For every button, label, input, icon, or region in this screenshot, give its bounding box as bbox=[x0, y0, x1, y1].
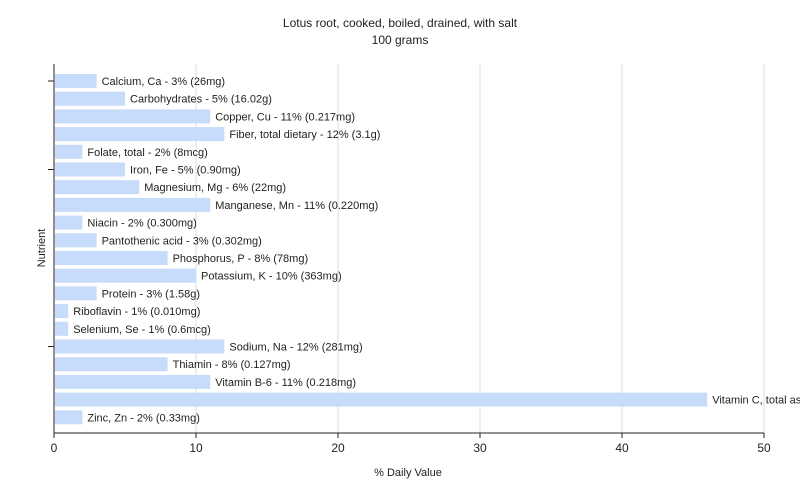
bar-label: Manganese, Mn - 11% (0.220mg) bbox=[215, 200, 378, 212]
bar bbox=[55, 91, 125, 106]
bar-label: Riboflavin - 1% (0.010mg) bbox=[73, 306, 200, 318]
bar-label: Pantothenic acid - 3% (0.302mg) bbox=[102, 235, 262, 247]
bar-label: Potassium, K - 10% (363mg) bbox=[201, 271, 342, 283]
bar bbox=[55, 180, 140, 195]
bar-label: Folate, total - 2% (8mcg) bbox=[87, 147, 207, 159]
bar bbox=[55, 197, 211, 212]
bar-label: Zinc, Zn - 2% (0.33mg) bbox=[87, 412, 199, 424]
grid-lines bbox=[195, 64, 765, 433]
bar bbox=[55, 374, 211, 389]
bar-label: Sodium, Na - 12% (281mg) bbox=[229, 342, 362, 354]
bar bbox=[55, 144, 83, 159]
chart-subtitle: 100 grams bbox=[372, 33, 429, 47]
bar-label: Vitamin C, total ascorbic acid - 46% (27… bbox=[712, 395, 800, 407]
bars: Calcium, Ca - 3% (26mg) Carbohydrates - 5… bbox=[55, 74, 800, 425]
x-tick-label: 0 bbox=[51, 441, 58, 455]
bar bbox=[55, 74, 97, 88]
bar-label: Copper, Cu - 11% (0.217mg) bbox=[215, 111, 355, 123]
bar bbox=[55, 162, 125, 177]
bar bbox=[55, 392, 708, 407]
bar bbox=[55, 339, 225, 354]
bar bbox=[55, 233, 97, 248]
chart-title: Lotus root, cooked, boiled, drained, wit… bbox=[283, 16, 518, 30]
bar-label: Magnesium, Mg - 6% (22mg) bbox=[144, 182, 286, 194]
bar bbox=[55, 286, 97, 301]
bar-label: Niacin - 2% (0.300mg) bbox=[87, 218, 196, 230]
bar-label: Calcium, Ca - 3% (26mg) bbox=[102, 76, 225, 88]
bar-label: Thiamin - 8% (0.127mg) bbox=[173, 359, 291, 371]
bar bbox=[55, 268, 196, 283]
x-tick-label: 10 bbox=[189, 441, 203, 455]
bar bbox=[55, 215, 83, 230]
y-axis-label: Nutrient bbox=[36, 229, 48, 268]
bar-label: Vitamin B-6 - 11% (0.218mg) bbox=[215, 377, 356, 389]
bar bbox=[55, 304, 69, 319]
bar-label: Phosphorus, P - 8% (78mg) bbox=[173, 253, 309, 265]
x-tick-label: 40 bbox=[615, 441, 629, 455]
bar-label: Carbohydrates - 5% (16.02g) bbox=[130, 94, 272, 106]
bar bbox=[55, 127, 225, 142]
bar bbox=[55, 357, 168, 372]
x-axis-label: % Daily Value bbox=[374, 467, 442, 479]
bar-label: Iron, Fe - 5% (0.90mg) bbox=[130, 165, 241, 177]
x-tick-label: 50 bbox=[757, 441, 771, 455]
axes: 0 10 20 30 40 50 bbox=[48, 64, 771, 455]
bar-label: Protein - 3% (1.58g) bbox=[102, 288, 200, 300]
bar bbox=[55, 251, 168, 265]
x-tick-label: 30 bbox=[473, 441, 487, 455]
bar-label: Fiber, total dietary - 12% (3.1g) bbox=[229, 129, 380, 141]
bar bbox=[55, 321, 69, 336]
bar bbox=[55, 410, 83, 425]
bar-label: Selenium, Se - 1% (0.6mcg) bbox=[73, 324, 211, 336]
bar bbox=[55, 109, 211, 124]
x-tick-label: 20 bbox=[331, 441, 345, 455]
